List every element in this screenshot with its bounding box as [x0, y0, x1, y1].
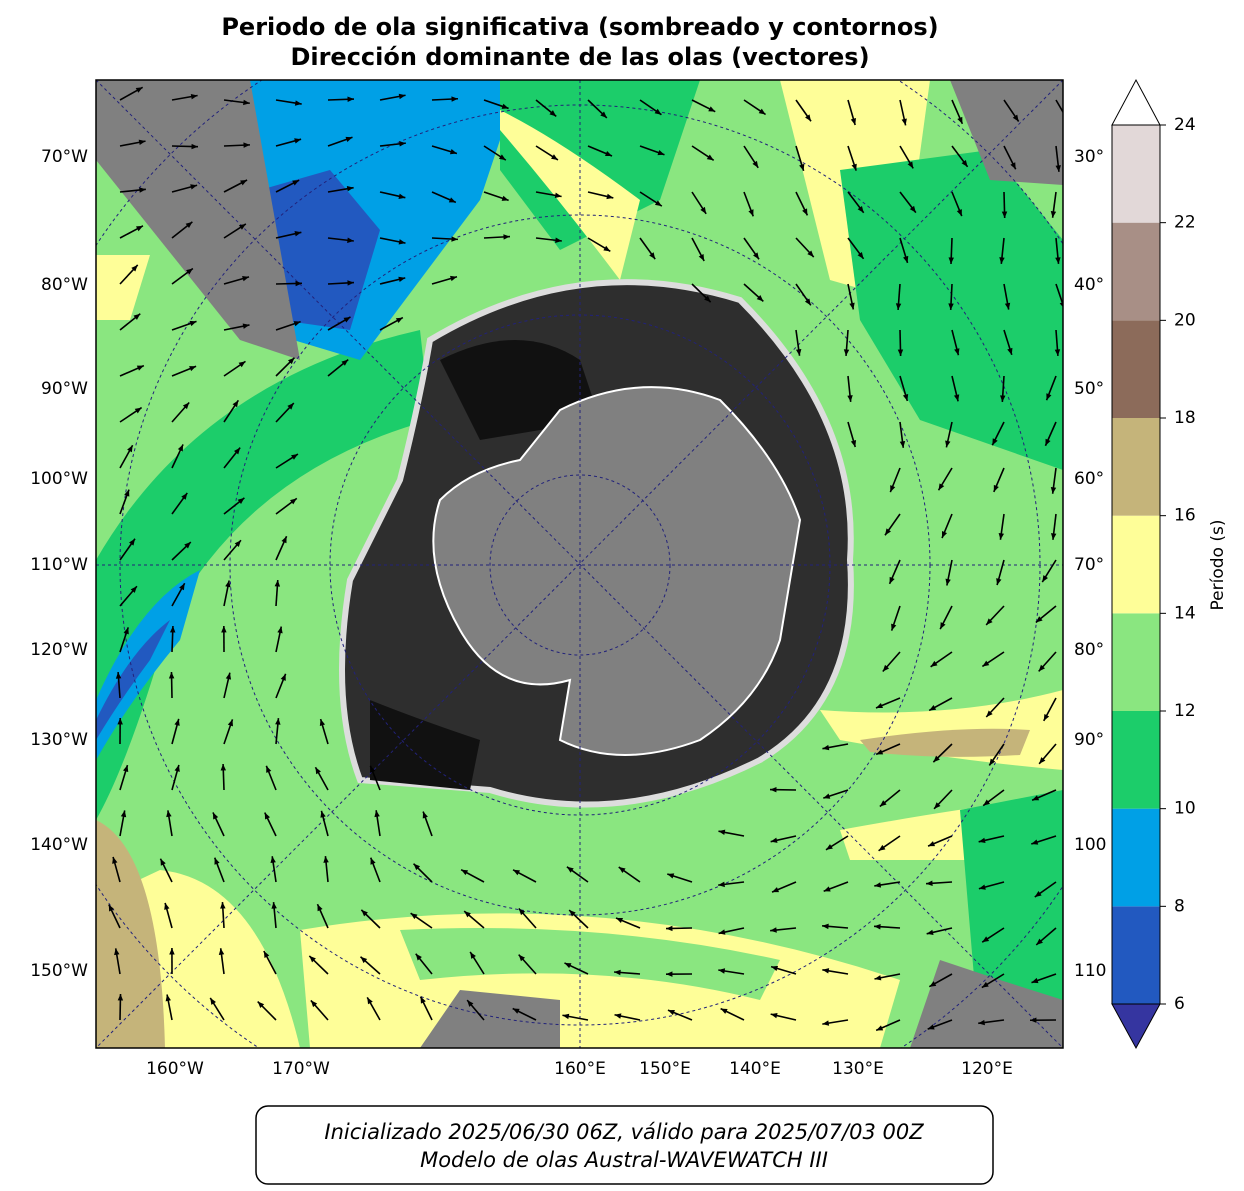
lon-label: 60° [1074, 469, 1104, 489]
wave-vector-head [1063, 116, 1069, 123]
colorbar-bin [1112, 223, 1160, 321]
lon-label: 30° [1074, 147, 1104, 167]
colorbar: 6 8 10 12 14 16 18 20 22 24 [1112, 80, 1196, 1048]
lon-label: 100°W [30, 469, 88, 489]
colorbar-under [1112, 1004, 1160, 1048]
colorbar-tick-label: 6 [1174, 994, 1185, 1014]
lon-label: 110°W [30, 555, 88, 575]
lon-label: 90°W [41, 379, 88, 399]
lon-label: 130°E [832, 1059, 884, 1079]
lon-label: 130°W [30, 730, 88, 750]
colorbar-bin [1112, 711, 1160, 809]
map [0, 0, 1160, 1145]
colorbar-bin [1112, 613, 1160, 711]
lon-label: 140°E [729, 1059, 781, 1079]
colorbar-bin [1112, 809, 1160, 907]
colorbar-bin [1112, 418, 1160, 516]
colorbar-tick-label: 12 [1174, 701, 1196, 721]
lon-label: 140°W [30, 835, 88, 855]
colorbar-bin [1112, 516, 1160, 614]
lon-label: 70° [1074, 555, 1104, 575]
colorbar-tick-label: 22 [1174, 213, 1196, 233]
lon-label: 40° [1074, 275, 1104, 295]
footer-box [256, 1106, 993, 1184]
footer-line: Modelo de olas Austral-WAVEWATCH III [420, 1148, 828, 1172]
lon-label: 50° [1074, 379, 1104, 399]
lon-label: 80° [1074, 640, 1104, 660]
title-line: Dirección dominante de las olas (vectore… [290, 43, 869, 71]
colorbar-tick-label: 16 [1174, 506, 1196, 526]
lon-label: 160°E [554, 1059, 606, 1079]
colorbar-tick-label: 14 [1174, 603, 1196, 623]
lon-label: 150°E [639, 1059, 691, 1079]
lon-label: 120°E [961, 1059, 1013, 1079]
lon-label: 70°W [41, 147, 88, 167]
colorbar-bin [1112, 320, 1160, 418]
lon-label: 120°W [30, 640, 88, 660]
colorbar-tick-label: 18 [1174, 408, 1196, 428]
lon-label: 160°W [146, 1059, 204, 1079]
lon-label: 170°W [272, 1059, 330, 1079]
colorbar-tick-label: 24 [1174, 115, 1196, 135]
lon-label: 80°W [41, 275, 88, 295]
lon-label: 110 [1074, 961, 1106, 981]
colorbar-bin [1112, 906, 1160, 1004]
colorbar-bin [1112, 125, 1160, 223]
lon-label: 100 [1074, 835, 1106, 855]
colorbar-tick-label: 10 [1174, 799, 1196, 819]
colorbar-tick-label: 8 [1174, 896, 1185, 916]
lon-label: 150°W [30, 961, 88, 981]
footer-line: Inicializado 2025/06/30 06Z, válido para… [324, 1120, 924, 1144]
lon-label: 90° [1074, 730, 1104, 750]
colorbar-over [1112, 80, 1160, 125]
colorbar-tick-label: 20 [1174, 310, 1196, 330]
colorbar-label: Período (s) [1208, 520, 1228, 611]
title-line: Periodo de ola significativa (sombreado … [221, 13, 938, 41]
